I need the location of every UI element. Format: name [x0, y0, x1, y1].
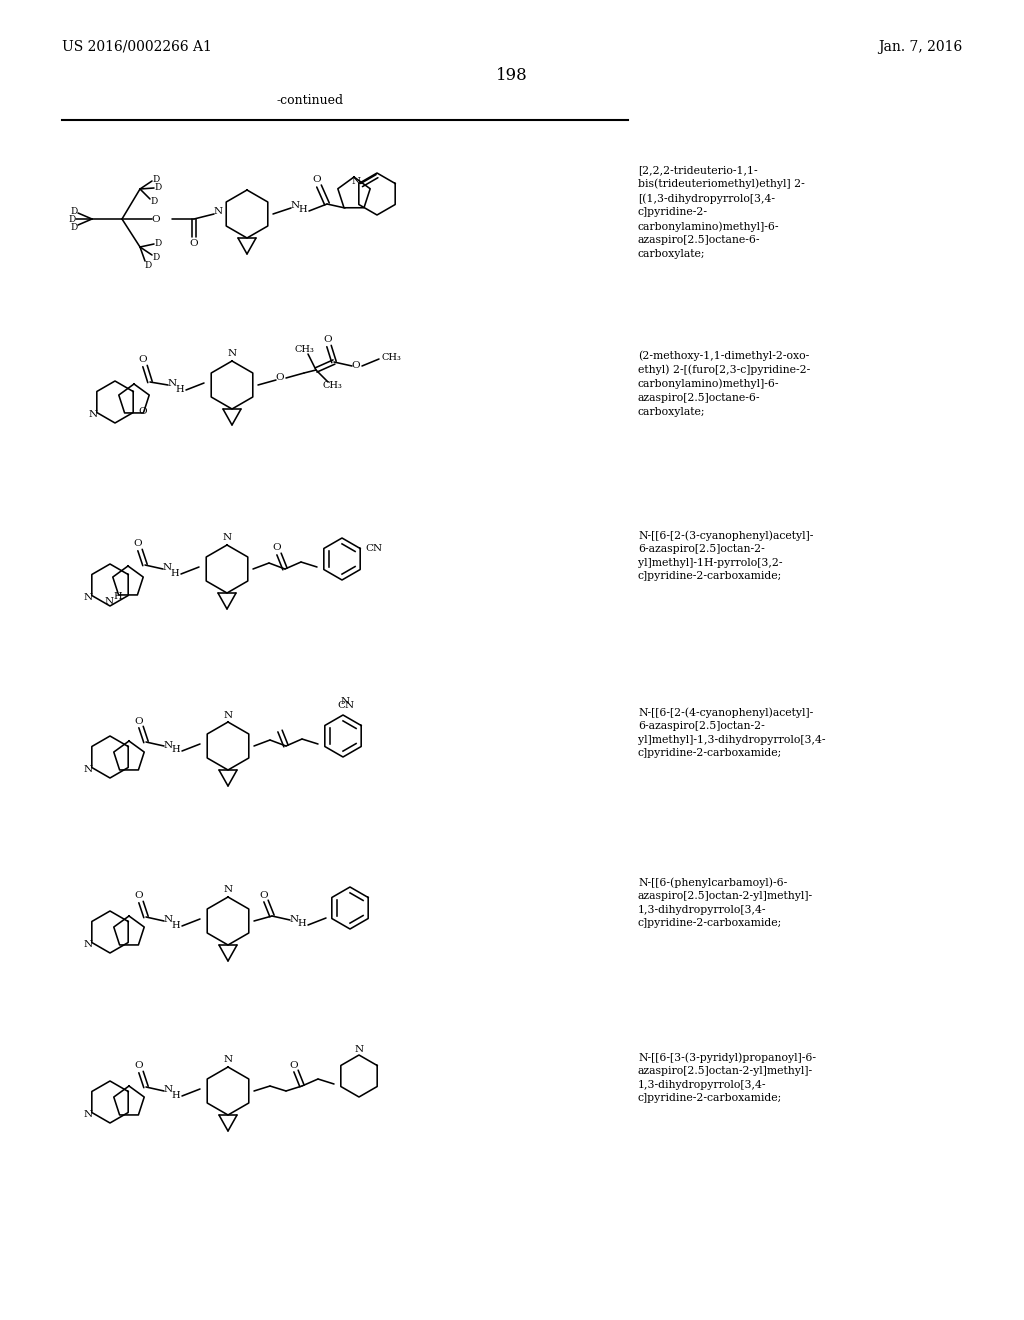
Text: D: D — [69, 214, 76, 223]
Text: [2,2,2-trideuterio-1,1-
bis(trideuteriomethyl)ethyl] 2-
[(1,3-dihydropyrrolo[3,4: [2,2,2-trideuterio-1,1- bis(trideuteriom… — [638, 165, 805, 259]
Text: N: N — [84, 766, 93, 774]
Text: N: N — [164, 916, 173, 924]
Text: O: O — [312, 176, 322, 185]
Text: Jan. 7, 2016: Jan. 7, 2016 — [878, 40, 962, 54]
Text: N: N — [164, 1085, 173, 1094]
Text: H: H — [171, 569, 179, 578]
Text: N: N — [351, 177, 360, 186]
Text: O: O — [135, 717, 143, 726]
Text: O: O — [138, 407, 146, 416]
Text: N: N — [223, 886, 232, 895]
Text: O: O — [135, 891, 143, 900]
Text: N: N — [213, 207, 222, 216]
Text: H: H — [172, 920, 180, 929]
Text: N: N — [168, 380, 176, 388]
Text: D: D — [71, 206, 78, 215]
Text: D: D — [153, 252, 160, 261]
Text: D: D — [155, 182, 162, 191]
Text: O: O — [275, 374, 285, 383]
Text: CN: CN — [366, 544, 383, 553]
Text: D: D — [71, 223, 78, 231]
Text: H: H — [176, 384, 184, 393]
Text: N-[[6-(phenylcarbamoyl)-6-
azaspiro[2.5]octan-2-yl]methyl]-
1,3-dihydropyrrolo[3: N-[[6-(phenylcarbamoyl)-6- azaspiro[2.5]… — [638, 876, 813, 928]
Text: D: D — [144, 260, 152, 269]
Text: O: O — [189, 239, 199, 248]
Text: CN: CN — [338, 701, 354, 710]
Text: US 2016/0002266 A1: US 2016/0002266 A1 — [62, 40, 212, 54]
Text: -continued: -continued — [276, 94, 344, 107]
Text: H: H — [298, 920, 306, 928]
Text: N: N — [227, 350, 237, 359]
Text: O: O — [260, 891, 268, 899]
Text: O: O — [134, 540, 142, 549]
Text: H: H — [172, 1090, 180, 1100]
Text: N: N — [163, 564, 172, 573]
Text: N: N — [291, 201, 300, 210]
Text: D: D — [153, 174, 160, 183]
Text: N: N — [84, 1110, 93, 1119]
Text: N: N — [104, 597, 114, 606]
Text: N-[[6-[2-(4-cyanophenyl)acetyl]-
6-azaspiro[2.5]octan-2-
yl]methyl]-1,3-dihydrop: N-[[6-[2-(4-cyanophenyl)acetyl]- 6-azasp… — [638, 708, 825, 759]
Text: N-[[6-[2-(3-cyanophenyl)acetyl]-
6-azaspiro[2.5]octan-2-
yl]methyl]-1H-pyrrolo[3: N-[[6-[2-(3-cyanophenyl)acetyl]- 6-azasp… — [638, 531, 813, 581]
Text: (2-methoxy-1,1-dimethyl-2-oxo-
ethyl) 2-[(furo[2,3-c]pyridine-2-
carbonylamino)m: (2-methoxy-1,1-dimethyl-2-oxo- ethyl) 2-… — [638, 350, 810, 417]
Text: CH₃: CH₃ — [294, 346, 314, 355]
Text: N: N — [223, 710, 232, 719]
Text: N: N — [84, 593, 93, 602]
Text: N: N — [223, 1056, 232, 1064]
Text: H: H — [113, 593, 122, 601]
Text: N-[[6-[3-(3-pyridyl)propanoyl]-6-
azaspiro[2.5]octan-2-yl]methyl]-
1,3-dihydropy: N-[[6-[3-(3-pyridyl)propanoyl]-6- azaspi… — [638, 1052, 816, 1104]
Text: O: O — [152, 214, 161, 223]
Text: N: N — [222, 533, 231, 543]
Text: D: D — [155, 239, 162, 248]
Text: O: O — [351, 362, 360, 371]
Text: N: N — [340, 697, 349, 705]
Text: D: D — [151, 197, 158, 206]
Text: O: O — [135, 1061, 143, 1071]
Text: O: O — [324, 335, 333, 345]
Text: H: H — [172, 746, 180, 755]
Text: CH₃: CH₃ — [382, 354, 401, 363]
Text: N: N — [89, 411, 98, 418]
Text: H: H — [299, 206, 307, 214]
Text: O: O — [290, 1060, 298, 1069]
Text: N: N — [84, 940, 93, 949]
Text: 198: 198 — [496, 67, 528, 84]
Text: N: N — [354, 1045, 364, 1055]
Text: N: N — [290, 915, 299, 924]
Text: CH₃: CH₃ — [323, 381, 342, 391]
Text: O: O — [272, 544, 282, 553]
Text: N: N — [164, 741, 173, 750]
Text: O: O — [138, 355, 147, 364]
